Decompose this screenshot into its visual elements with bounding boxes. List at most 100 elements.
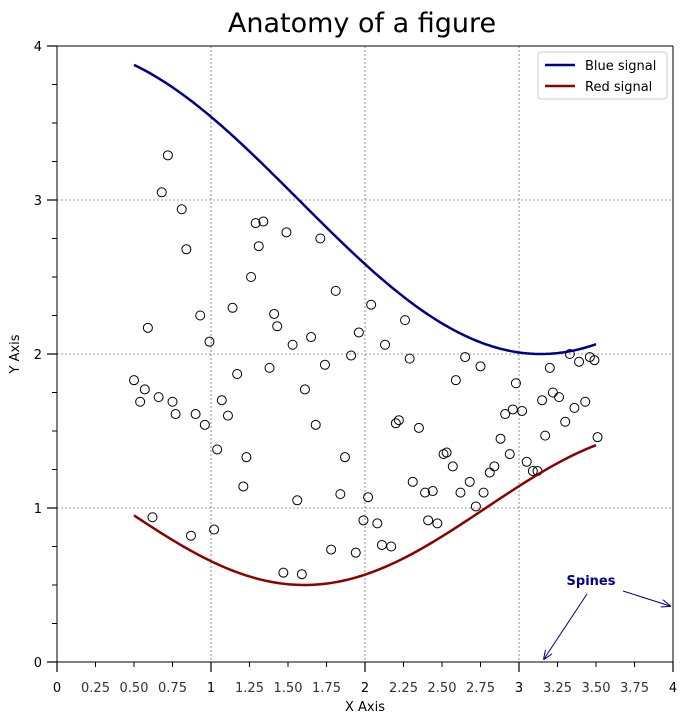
scatter-point: [222, 410, 233, 421]
scatter-point: [153, 392, 164, 403]
scatter-point: [455, 487, 466, 498]
x-minor-tick-label: 3.25: [543, 681, 572, 696]
scatter-point: [560, 416, 571, 427]
x-minor-tick-label: 2.50: [428, 681, 457, 696]
scatter-point: [185, 530, 196, 541]
scatter-point: [510, 378, 521, 389]
scatter-point: [176, 204, 187, 215]
scatter-point: [564, 349, 575, 359]
y-tick-label: 3: [34, 194, 42, 209]
legend: Blue signal Red signal: [537, 51, 668, 100]
scatter-point: [326, 544, 337, 555]
grid: [57, 46, 673, 662]
x-minor-tick-label: 0.25: [81, 681, 110, 696]
series-line-red-signal: [133, 444, 597, 587]
scatter-point: [129, 375, 139, 386]
scatter-point: [500, 409, 511, 420]
scatter-point: [199, 419, 210, 430]
scatter-point: [181, 244, 192, 255]
scatter-point: [315, 233, 326, 244]
scatter-point: [495, 433, 506, 444]
y-tick-label: 2: [34, 348, 42, 363]
scatter-point: [390, 418, 401, 429]
scatter-point: [292, 495, 303, 506]
scatter-point: [574, 356, 585, 367]
scatter-point: [489, 461, 500, 472]
x-tick-label: 0: [53, 681, 61, 696]
scatter-point: [478, 487, 489, 498]
x-tick-label: 1: [207, 681, 215, 696]
scatter-point: [250, 218, 261, 229]
scatter-point: [569, 402, 580, 413]
scatter-point: [353, 327, 364, 338]
x-minor-tick-label: 3.50: [582, 681, 611, 696]
x-minor-tick-label: 0.75: [158, 681, 187, 696]
y-tick-label: 4: [34, 40, 42, 55]
scatter-point: [420, 487, 431, 498]
scatter-point: [246, 272, 257, 282]
y-tick-label: 0: [34, 656, 42, 671]
scatter-point: [386, 541, 397, 552]
axis-ticks: 0 1 2 3 4 0.25 0.50 0.75 1.25 1.50 1.75 2.25 2.50 2.7…: [34, 40, 677, 696]
scatter-point: [162, 150, 173, 161]
scatter-point: [238, 481, 249, 492]
scatter-point: [544, 362, 555, 373]
x-minor-tick-label: 3.75: [620, 681, 649, 696]
scatter-point: [400, 315, 411, 326]
scatter-point: [432, 518, 443, 529]
scatter-point: [413, 422, 424, 433]
x-minor-tick-label: 1.50: [274, 681, 303, 696]
scatter-point: [147, 512, 158, 523]
legend-label-red-signal: Red signal: [585, 80, 652, 95]
scatter-point: [366, 299, 377, 310]
scatter-point: [278, 567, 289, 578]
scatter-point: [272, 321, 283, 332]
scatter-point: [170, 409, 181, 420]
series-line-blue-signal: [133, 63, 597, 356]
scatter-point: [135, 396, 146, 407]
scatter-point: [537, 395, 548, 406]
scatter-point: [142, 322, 153, 333]
scatter-point: [484, 467, 495, 478]
annotation-arrow-bottom-spine: [544, 593, 588, 659]
scatter-point: [253, 241, 264, 252]
scatter-point: [464, 476, 475, 487]
scatter-point: [358, 515, 369, 526]
scatter-point: [393, 415, 404, 426]
scatter-point: [372, 518, 383, 529]
scatter-point: [507, 404, 518, 415]
scatter-point: [190, 409, 201, 420]
scatter-point: [423, 515, 434, 526]
scatter-point: [264, 362, 275, 373]
x-minor-tick-label: 1.75: [312, 681, 341, 696]
scatter-point: [554, 392, 565, 403]
x-tick-label: 4: [669, 681, 677, 696]
annotation-arrow-right-spine: [622, 590, 670, 606]
y-axis-label: Y Axis: [8, 334, 23, 374]
scatter-series: [129, 150, 603, 580]
scatter-point: [504, 449, 515, 460]
scatter-point: [460, 352, 471, 363]
scatter-point: [319, 359, 330, 370]
spines-annotation: Spines: [544, 574, 670, 659]
scatter-point: [589, 355, 600, 366]
x-minor-tick-label: 1.25: [235, 681, 264, 696]
scatter-point: [241, 452, 252, 463]
scatter-point: [216, 395, 227, 406]
scatter-point: [209, 524, 220, 535]
x-tick-label: 2: [361, 681, 369, 696]
x-minor-tick-label: 2.25: [389, 681, 418, 696]
scatter-point: [521, 456, 532, 467]
scatter-point: [547, 387, 558, 398]
scatter-point: [427, 486, 438, 497]
scatter-point: [441, 447, 452, 458]
chart-title: Anatomy of a figure: [228, 8, 496, 39]
scatter-point: [350, 547, 361, 558]
scatter-point: [296, 569, 307, 580]
scatter-point: [310, 419, 321, 430]
scatter-point: [380, 339, 391, 350]
scatter-point: [195, 310, 206, 321]
scatter-point: [232, 369, 243, 380]
scatter-point: [580, 396, 591, 407]
scatter-point: [517, 405, 528, 416]
